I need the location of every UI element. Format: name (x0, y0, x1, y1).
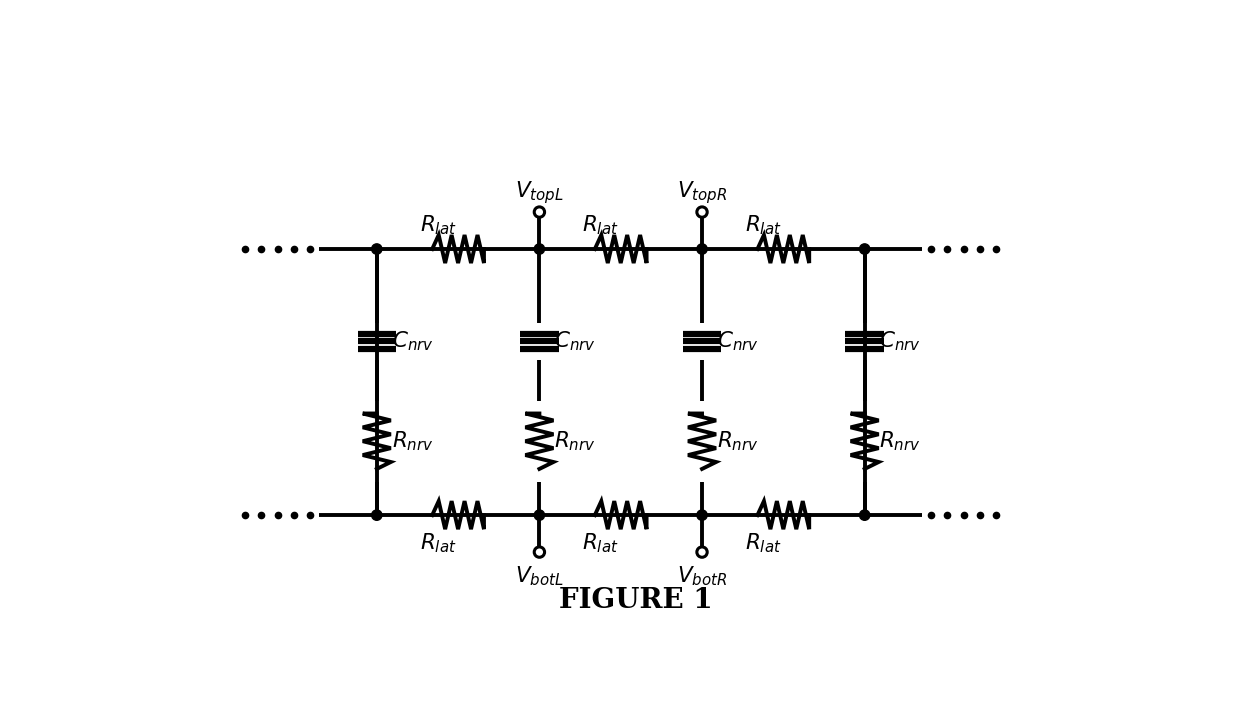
Text: $V_{botL}$: $V_{botL}$ (515, 564, 564, 588)
Circle shape (534, 244, 544, 254)
Text: $V_{topR}$: $V_{topR}$ (677, 179, 727, 205)
Circle shape (534, 510, 544, 521)
Text: $R_{lat}$: $R_{lat}$ (419, 214, 456, 237)
Text: $C_{nrv}$: $C_{nrv}$ (554, 330, 596, 354)
Circle shape (697, 207, 707, 217)
Circle shape (859, 510, 869, 521)
Text: $C_{nrv}$: $C_{nrv}$ (717, 330, 759, 354)
Circle shape (534, 547, 544, 557)
Circle shape (859, 244, 869, 254)
Circle shape (697, 510, 707, 521)
Circle shape (697, 244, 707, 254)
Circle shape (372, 510, 382, 521)
Text: $V_{topL}$: $V_{topL}$ (515, 179, 564, 205)
Text: FIGURE 1: FIGURE 1 (559, 587, 712, 613)
Text: $R_{lat}$: $R_{lat}$ (583, 531, 619, 555)
Text: $C_{nrv}$: $C_{nrv}$ (879, 330, 921, 354)
Text: $R_{lat}$: $R_{lat}$ (745, 214, 781, 237)
Text: $V_{botR}$: $V_{botR}$ (677, 564, 727, 588)
Text: $R_{lat}$: $R_{lat}$ (419, 531, 456, 555)
Text: $R_{nrv}$: $R_{nrv}$ (717, 429, 759, 453)
Text: $R_{lat}$: $R_{lat}$ (583, 214, 619, 237)
Text: $C_{nrv}$: $C_{nrv}$ (392, 330, 433, 354)
Circle shape (697, 547, 707, 557)
Text: $R_{nrv}$: $R_{nrv}$ (392, 429, 433, 453)
Text: $R_{nrv}$: $R_{nrv}$ (879, 429, 921, 453)
Circle shape (534, 207, 544, 217)
Circle shape (372, 244, 382, 254)
Text: $R_{nrv}$: $R_{nrv}$ (554, 429, 596, 453)
Text: $R_{lat}$: $R_{lat}$ (745, 531, 781, 555)
